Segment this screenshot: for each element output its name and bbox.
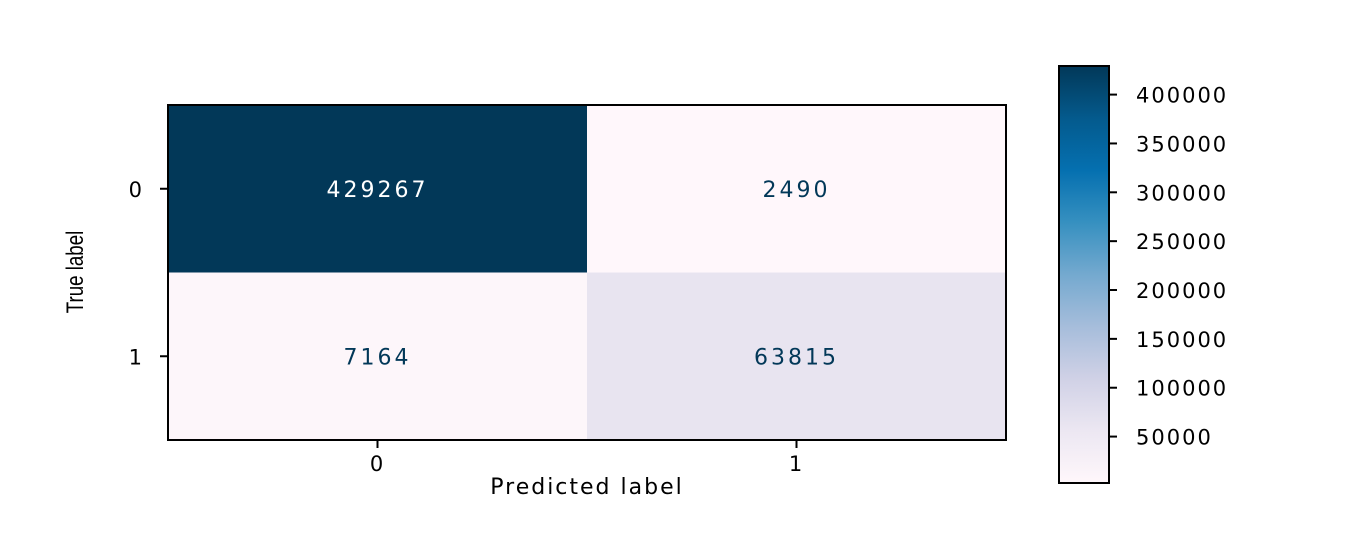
x-axis-title: Predicted label: [490, 475, 683, 500]
colorbar-tick-label: 250000: [1136, 230, 1228, 254]
y-axis-title: True label: [62, 231, 89, 314]
heatmap-cells: [168, 105, 1006, 440]
plot-frame: [167, 104, 1007, 441]
y-axis-ticks: 01: [129, 178, 168, 369]
cell-value-label: 7164: [344, 345, 412, 370]
colorbar-tick-label: 300000: [1136, 181, 1228, 205]
y-tick-label: 0: [129, 178, 144, 202]
colorbar: [1058, 65, 1110, 484]
colorbar-tick-label: 400000: [1136, 84, 1228, 108]
cell-value-label: 2490: [763, 178, 831, 203]
colorbar-tick-label: 100000: [1136, 377, 1228, 401]
y-tick-label: 1: [129, 345, 144, 369]
heatmap-cell: [587, 272, 1006, 440]
heatmap-cell: [168, 272, 587, 440]
x-tick-label: 0: [370, 452, 385, 476]
heatmap-cell: [587, 105, 1006, 273]
heatmap-cell: [168, 105, 587, 273]
colorbar-ticks: 400000 350000 300000 250000 200000 150000 1000…: [1109, 84, 1228, 450]
colorbar-tick-label: 350000: [1136, 132, 1228, 156]
colorbar-tick-label: 50000: [1136, 426, 1213, 450]
colorbar-tick-label: 150000: [1136, 328, 1228, 352]
x-tick-label: 1: [789, 452, 804, 476]
heatmap-cell-labels: 429267 2490 7164 63815: [327, 178, 839, 371]
colorbar-tick-label: 200000: [1136, 279, 1228, 303]
cell-value-label: 63815: [754, 345, 839, 370]
cell-value-label: 429267: [327, 178, 429, 203]
